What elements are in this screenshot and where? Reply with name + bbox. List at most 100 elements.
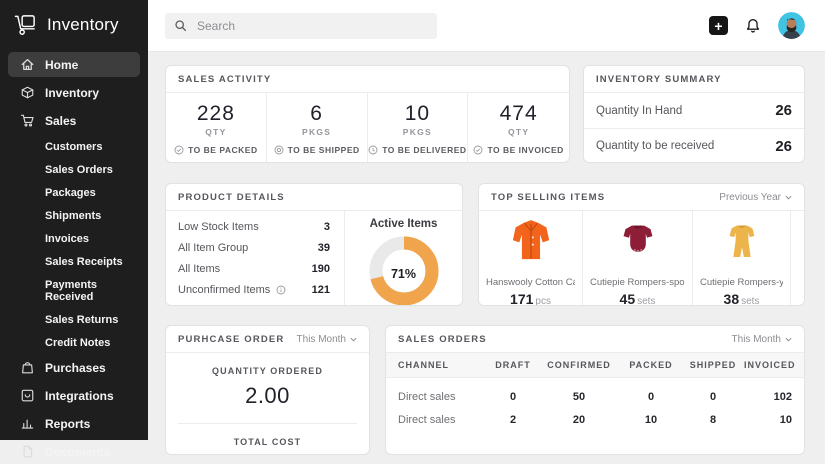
info-icon[interactable] (276, 285, 286, 295)
topbar-actions: + (709, 12, 805, 39)
detail-value: 3 (324, 221, 330, 233)
stat-to-be-packed[interactable]: 228 QTY TO BE PACKED (166, 93, 267, 163)
sidebar-item-label: Customers (45, 141, 102, 153)
top-selling-item[interactable]: Cutiepie Rompers-yello... 38sets (693, 211, 791, 306)
stat-value: 228 (197, 102, 235, 126)
stat-status-label: TO BE INVOICED (487, 145, 563, 155)
product-details-list: Low Stock Items 3 All Item Group 39 All … (166, 211, 344, 306)
sidebar-item-payments-received[interactable]: Payments Received (8, 274, 140, 307)
sidebar-item-integrations[interactable]: Integrations (8, 383, 140, 408)
sidebar-item-sales-returns[interactable]: Sales Returns (8, 309, 140, 330)
sidebar-item-packages[interactable]: Packages (8, 182, 140, 203)
range-dropdown[interactable]: This Month (297, 334, 357, 345)
card-title: INVENTORY SUMMARY (596, 74, 722, 85)
sales-activity-card: SALES ACTIVITY 228 QTY TO BE PACKED 6 PK… (165, 65, 570, 163)
column-header: CHANNEL (398, 360, 488, 370)
sidebar-item-customers[interactable]: Customers (8, 136, 140, 157)
home-icon (20, 57, 35, 72)
sidebar-item-label: Invoices (45, 233, 89, 245)
range-dropdown[interactable]: Previous Year (719, 192, 792, 203)
sidebar-item-inventory[interactable]: Inventory (8, 80, 140, 105)
column-header: INVOICED (744, 360, 796, 370)
sidebar-item-label: Purchases (45, 361, 106, 375)
detail-value: 121 (312, 284, 330, 296)
detail-row-low-stock[interactable]: Low Stock Items 3 (166, 216, 344, 237)
chevron-down-icon (350, 337, 357, 342)
stat-status-label: TO BE PACKED (188, 145, 257, 155)
sidebar-item-reports[interactable]: Reports (8, 411, 140, 436)
detail-label: Low Stock Items (178, 221, 259, 233)
sidebar-item-label: Home (45, 58, 78, 72)
card-title: PRODUCT DETAILS (178, 192, 285, 203)
column-header: DRAFT (488, 360, 538, 370)
cell-packed: 0 (620, 391, 682, 403)
column-header: CONFIRMED (538, 360, 620, 370)
detail-row-all-items[interactable]: All Items 190 (166, 258, 344, 279)
detail-row-unconfirmed[interactable]: Unconfirmed Items 121 (166, 279, 344, 300)
sidebar: Inventory Home Inventory (0, 0, 148, 440)
quick-add-button[interactable]: + (709, 16, 728, 35)
divider (178, 423, 357, 424)
active-items-donut: 71% (367, 234, 441, 306)
top-selling-item[interactable]: Hanswooly Cotton Cas... 171pcs (479, 211, 583, 306)
app-title: Inventory (47, 15, 119, 35)
card-title: TOP SELLING ITEMS (491, 192, 605, 203)
sidebar-item-credit-notes[interactable]: Credit Notes (8, 332, 140, 353)
cell-shipped: 8 (682, 414, 744, 426)
sidebar-item-purchases[interactable]: Purchases (8, 355, 140, 380)
search-input[interactable] (195, 18, 428, 34)
detail-value: 39 (318, 242, 330, 254)
sidebar-item-label: Packages (45, 187, 96, 199)
product-details-card: PRODUCT DETAILS Low Stock Items 3 All It… (165, 183, 463, 306)
sidebar-item-label: Documents (45, 445, 110, 459)
search-box[interactable] (165, 13, 437, 39)
sidebar-item-documents[interactable]: Documents (8, 439, 140, 464)
range-dropdown[interactable]: This Month (732, 334, 792, 345)
user-avatar[interactable] (778, 12, 805, 39)
app-logo[interactable]: Inventory (0, 0, 148, 44)
sidebar-item-invoices[interactable]: Invoices (8, 228, 140, 249)
detail-row-item-group[interactable]: All Item Group 39 (166, 237, 344, 258)
detail-label: All Item Group (178, 242, 248, 254)
sales-activity-stats: 228 QTY TO BE PACKED 6 PKGS TO BE SHIPPE… (166, 93, 569, 163)
notifications-bell-icon[interactable] (744, 17, 762, 35)
cart-icon (20, 113, 35, 128)
total-cost-label: TOTAL COST (234, 437, 302, 447)
sidebar-item-label: Sales Orders (45, 164, 113, 176)
stat-to-be-delivered[interactable]: 10 PKGS TO BE DELIVERED (368, 93, 469, 163)
sidebar-item-shipments[interactable]: Shipments (8, 205, 140, 226)
sidebar-item-sales[interactable]: Sales (8, 108, 140, 133)
sidebar-item-label: Integrations (45, 389, 114, 403)
stat-value: 6 (310, 102, 323, 126)
stat-unit: QTY (205, 127, 226, 137)
top-selling-overflow-sliver (791, 211, 804, 306)
cell-confirmed: 20 (538, 414, 620, 426)
bar-chart-icon (20, 416, 35, 431)
circle-check-icon (274, 145, 284, 155)
summary-row-quantity-in-hand: Quantity In Hand 26 (584, 93, 804, 128)
quantity-ordered-label: QUANTITY ORDERED (212, 366, 323, 376)
product-name: Hanswooly Cotton Cas... (486, 277, 575, 288)
sidebar-item-label: Sales Receipts (45, 256, 123, 268)
stat-to-be-shipped[interactable]: 6 PKGS TO BE SHIPPED (267, 93, 368, 163)
sidebar-item-sales-receipts[interactable]: Sales Receipts (8, 251, 140, 272)
stat-to-be-invoiced[interactable]: 474 QTY TO BE INVOICED (468, 93, 569, 163)
cell-channel: Direct sales (398, 414, 488, 426)
range-label: This Month (297, 334, 346, 345)
topbar: + (148, 0, 825, 52)
cell-invoiced: 10 (744, 414, 792, 426)
card-title: SALES ACTIVITY (178, 74, 271, 85)
sidebar-item-home[interactable]: Home (8, 52, 140, 77)
sidebar-item-label: Payments Received (45, 279, 128, 303)
sidebar-item-label: Reports (45, 417, 90, 431)
bag-icon (20, 360, 35, 375)
sidebar-item-label: Credit Notes (45, 337, 110, 349)
inventory-box-icon (20, 85, 35, 100)
cell-invoiced: 102 (744, 391, 792, 403)
top-selling-item[interactable]: Cutiepie Rompers-spo... 45sets (583, 211, 693, 306)
sidebar-item-label: Shipments (45, 210, 101, 222)
sidebar-item-sales-orders[interactable]: Sales Orders (8, 159, 140, 180)
quantity-ordered-value: 2.00 (245, 383, 290, 409)
product-image-maroon-romper (613, 219, 663, 270)
sales-orders-card: SALES ORDERS This Month CHANNEL DRAFT CO… (385, 325, 805, 455)
